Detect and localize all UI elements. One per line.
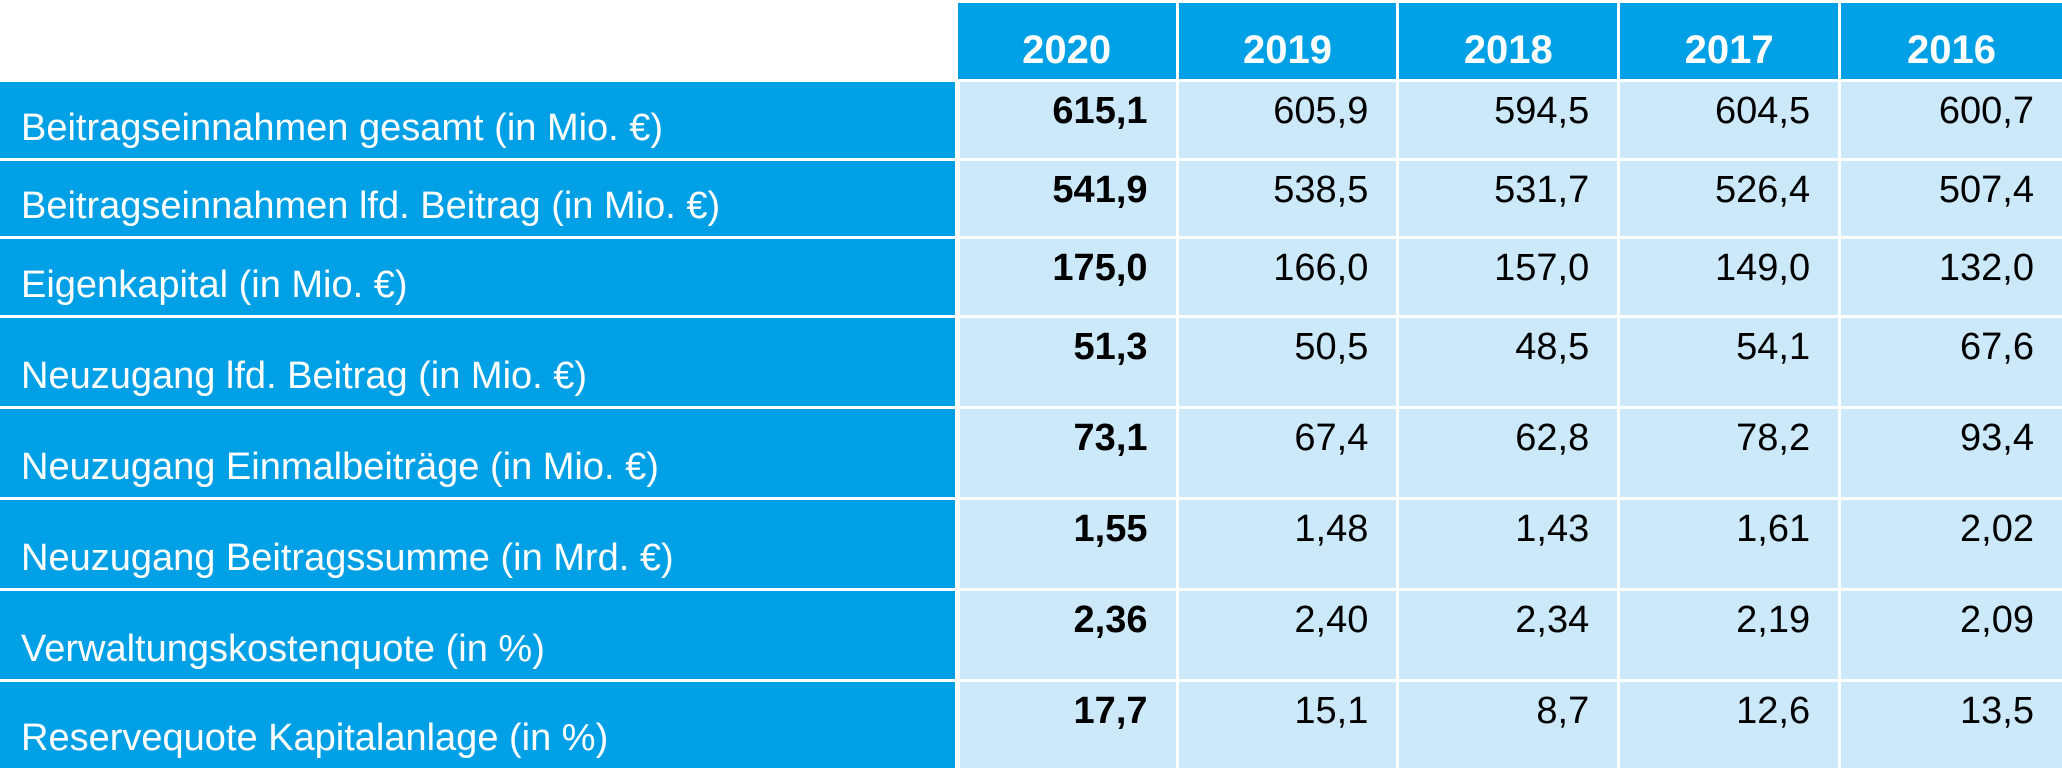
row-label: Beitragseinnahmen lfd. Beitrag (in Mio. … <box>0 158 955 236</box>
value-cell: 594,5 <box>1396 79 1618 158</box>
year-header-2020: 2020 <box>954 0 1176 79</box>
value-cell: 2,40 <box>1175 588 1397 679</box>
row-label: Beitragseinnahmen gesamt (in Mio. €) <box>0 79 955 158</box>
year-header-2018: 2018 <box>1396 0 1618 79</box>
value-cell: 2,09 <box>1838 588 2062 679</box>
value-cell: 615,1 <box>954 79 1176 158</box>
value-cell: 67,4 <box>1175 406 1397 497</box>
value-cell: 15,1 <box>1175 679 1397 768</box>
value-cell: 1,43 <box>1396 497 1618 588</box>
value-cell: 600,7 <box>1838 79 2062 158</box>
value-cell: 1,48 <box>1175 497 1397 588</box>
value-cell: 93,4 <box>1838 406 2062 497</box>
value-cell: 1,61 <box>1617 497 1839 588</box>
value-cell: 2,36 <box>954 588 1176 679</box>
value-cell: 67,6 <box>1838 315 2062 406</box>
table-row: Eigenkapital (in Mio. €) 175,0 166,0 157… <box>0 236 2062 315</box>
value-cell: 2,02 <box>1838 497 2062 588</box>
value-cell: 1,55 <box>954 497 1176 588</box>
row-label: Neuzugang Einmalbeiträge (in Mio. €) <box>0 406 955 497</box>
row-label: Neuzugang lfd. Beitrag (in Mio. €) <box>0 315 955 406</box>
value-cell: 48,5 <box>1396 315 1618 406</box>
table-row: Beitragseinnahmen lfd. Beitrag (in Mio. … <box>0 158 2062 236</box>
year-header-2017: 2017 <box>1617 0 1839 79</box>
value-cell: 13,5 <box>1838 679 2062 768</box>
value-cell: 50,5 <box>1175 315 1397 406</box>
value-cell: 54,1 <box>1617 315 1839 406</box>
value-cell: 526,4 <box>1617 158 1839 236</box>
year-header-2019: 2019 <box>1175 0 1397 79</box>
value-cell: 73,1 <box>954 406 1176 497</box>
row-label: Reservequote Kapitalanlage (in %) <box>0 679 955 768</box>
value-cell: 132,0 <box>1838 236 2062 315</box>
value-cell: 531,7 <box>1396 158 1618 236</box>
value-cell: 604,5 <box>1617 79 1839 158</box>
table-row: Neuzugang Beitragssumme (in Mrd. €) 1,55… <box>0 497 2062 588</box>
value-cell: 157,0 <box>1396 236 1618 315</box>
table-row: Beitragseinnahmen gesamt (in Mio. €) 615… <box>0 79 2062 158</box>
row-label: Verwaltungskostenquote (in %) <box>0 588 955 679</box>
value-cell: 166,0 <box>1175 236 1397 315</box>
table-row: Verwaltungskostenquote (in %) 2,36 2,40 … <box>0 588 2062 679</box>
row-label: Eigenkapital (in Mio. €) <box>0 236 955 315</box>
value-cell: 51,3 <box>954 315 1176 406</box>
year-header-2016: 2016 <box>1838 0 2062 79</box>
value-cell: 62,8 <box>1396 406 1618 497</box>
value-cell: 2,19 <box>1617 588 1839 679</box>
header-row: 2020 2019 2018 2017 2016 <box>0 0 2062 79</box>
value-cell: 605,9 <box>1175 79 1397 158</box>
corner-cell <box>0 0 955 79</box>
value-cell: 8,7 <box>1396 679 1618 768</box>
table-row: Neuzugang Einmalbeiträge (in Mio. €) 73,… <box>0 406 2062 497</box>
value-cell: 78,2 <box>1617 406 1839 497</box>
table-row: Neuzugang lfd. Beitrag (in Mio. €) 51,3 … <box>0 315 2062 406</box>
table-row: Reservequote Kapitalanlage (in %) 17,7 1… <box>0 679 2062 768</box>
value-cell: 149,0 <box>1617 236 1839 315</box>
value-cell: 541,9 <box>954 158 1176 236</box>
value-cell: 175,0 <box>954 236 1176 315</box>
value-cell: 2,34 <box>1396 588 1618 679</box>
value-cell: 507,4 <box>1838 158 2062 236</box>
row-label: Neuzugang Beitragssumme (in Mrd. €) <box>0 497 955 588</box>
value-cell: 538,5 <box>1175 158 1397 236</box>
value-cell: 17,7 <box>954 679 1176 768</box>
value-cell: 12,6 <box>1617 679 1839 768</box>
